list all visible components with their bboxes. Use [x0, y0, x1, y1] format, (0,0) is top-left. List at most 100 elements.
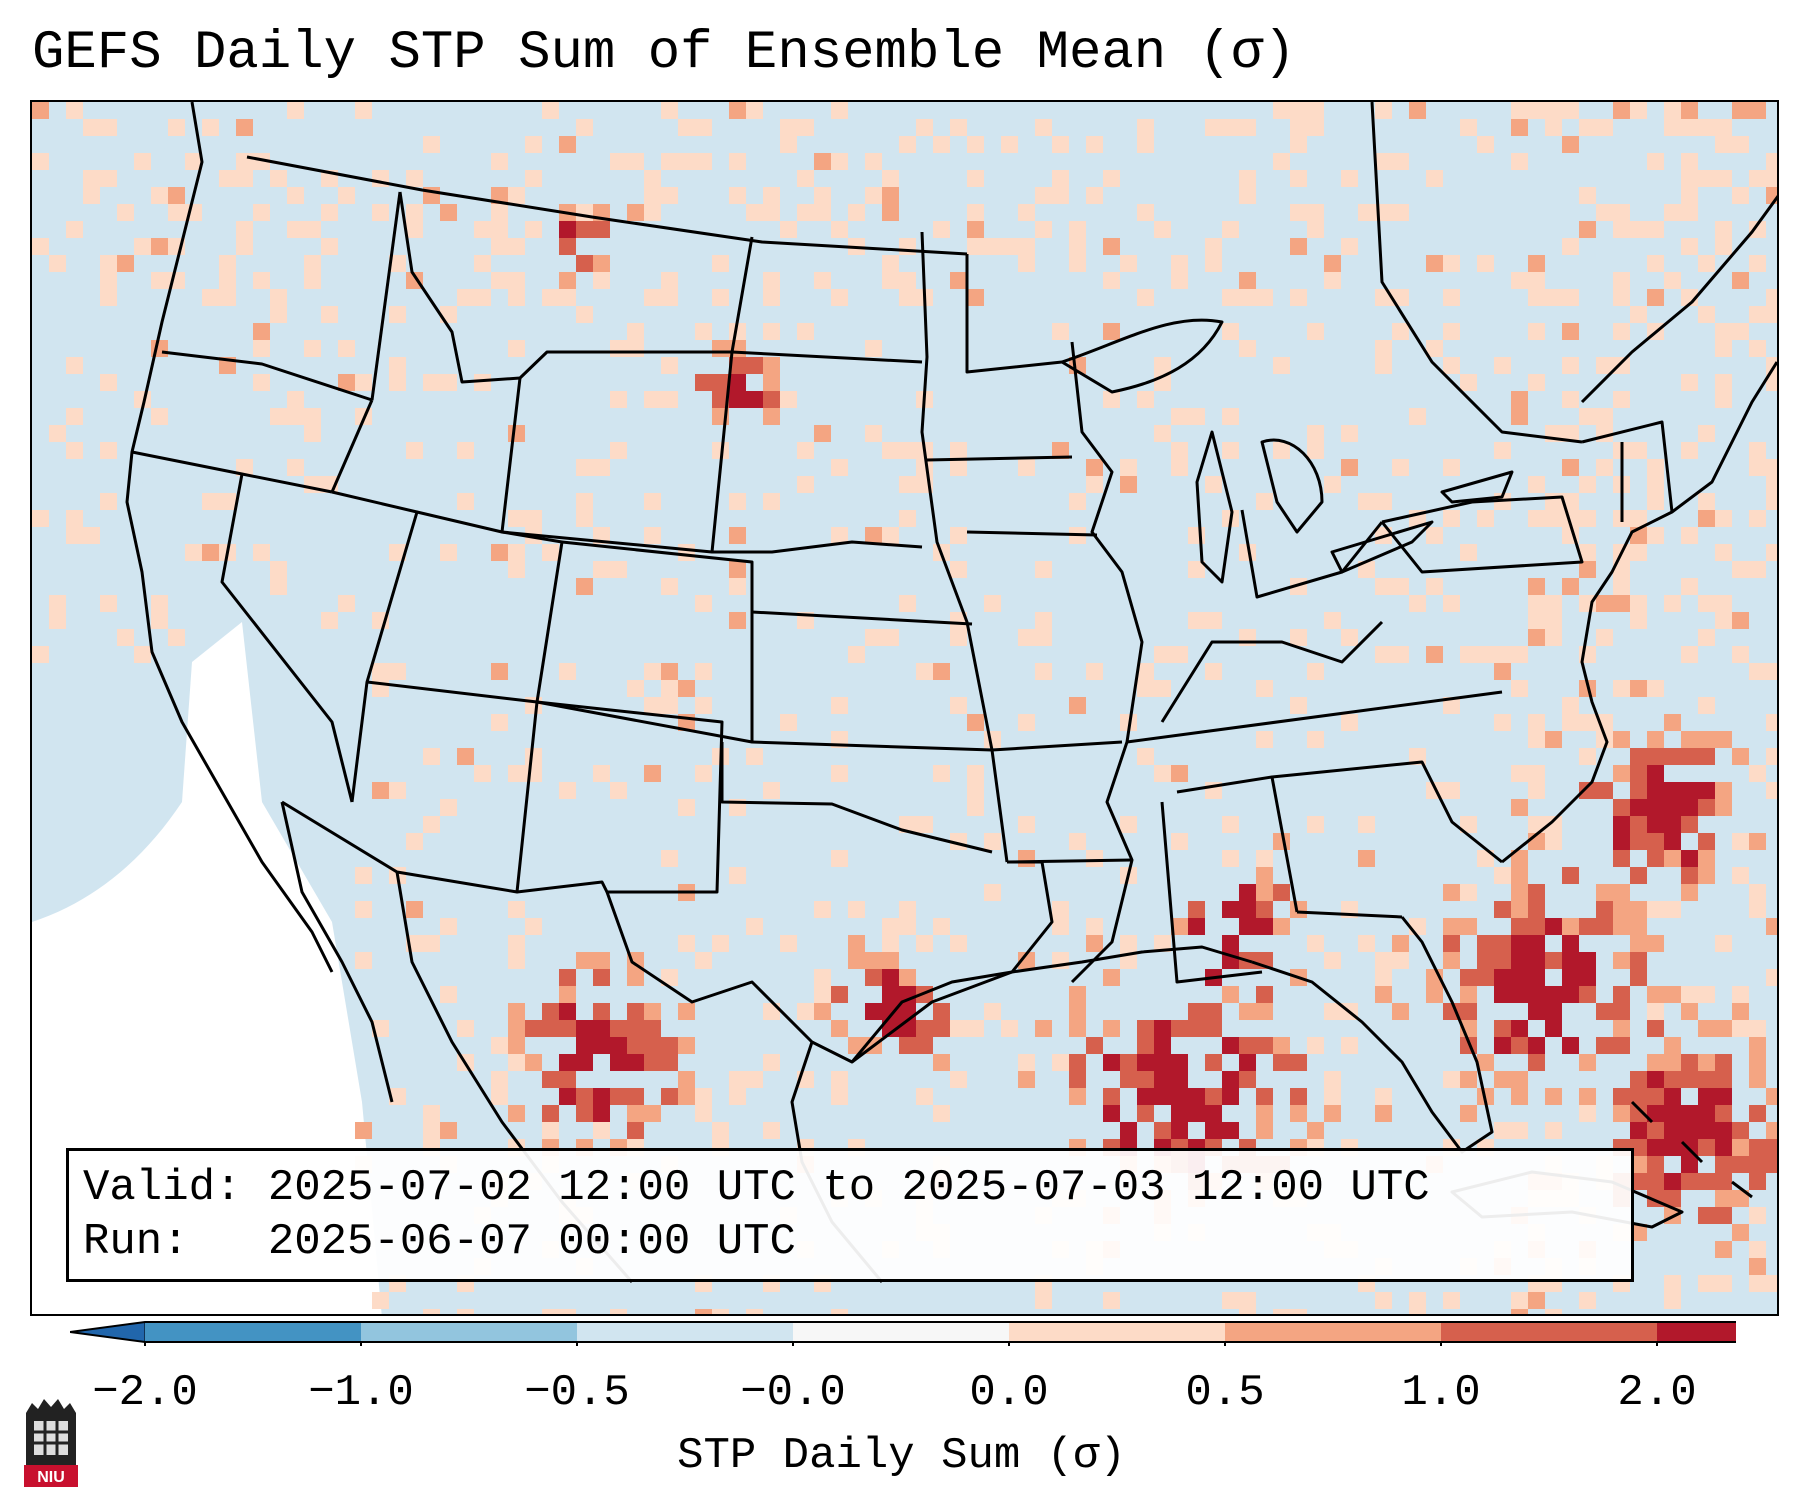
stp-cell: [899, 901, 916, 918]
stp-cell: [1494, 969, 1511, 986]
stp-cell: [1307, 221, 1324, 238]
stp-cell: [729, 493, 746, 510]
stp-cell: [66, 442, 83, 459]
stp-cell: [1715, 595, 1732, 612]
stp-cell: [525, 221, 542, 238]
lake-ontario: [1440, 470, 1514, 504]
stp-cell: [763, 374, 780, 391]
stp-cell: [304, 221, 321, 238]
stp-cell: [1698, 1207, 1715, 1224]
stp-cell: [474, 221, 491, 238]
stp-cell: [763, 1122, 780, 1139]
stp-cell: [1460, 1071, 1477, 1088]
stp-cell: [1426, 527, 1443, 544]
stp-cell: [1596, 357, 1613, 374]
stp-cell: [644, 1003, 661, 1020]
colorbar-label: STP Daily Sum (σ): [677, 1431, 1126, 1481]
stp-cell: [1545, 1122, 1562, 1139]
stp-cell: [1103, 272, 1120, 289]
stp-cell: [49, 612, 66, 629]
stp-cell: [1715, 1071, 1732, 1088]
stp-cell: [270, 170, 287, 187]
stp-cell: [1205, 476, 1222, 493]
stp-cell: [1698, 1275, 1715, 1292]
stp-cell: [1545, 289, 1562, 306]
stp-cell: [882, 187, 899, 204]
stp-cell: [1426, 255, 1443, 272]
stp-cell: [661, 663, 678, 680]
stp-cell: [1324, 1105, 1341, 1122]
stp-cell: [134, 646, 151, 663]
stp-cell: [1324, 255, 1341, 272]
stp-cell: [1171, 918, 1188, 935]
stp-cell: [1239, 918, 1256, 935]
stp-cell: [695, 1309, 712, 1314]
stp-cell: [1681, 1122, 1698, 1139]
stp-cell: [1545, 595, 1562, 612]
stp-cell: [1664, 986, 1681, 1003]
stp-cell: [1647, 1054, 1664, 1071]
stp-cell: [576, 1105, 593, 1122]
stp-cell: [508, 1054, 525, 1071]
stp-cell: [1562, 323, 1579, 340]
stp-cell: [321, 306, 338, 323]
stp-cell: [1766, 374, 1777, 391]
stp-cell: [1579, 969, 1596, 986]
stp-cell: [389, 306, 406, 323]
stp-cell: [423, 1309, 440, 1314]
stp-cell: [1647, 748, 1664, 765]
stp-cell: [1579, 476, 1596, 493]
stp-cell: [1477, 1054, 1494, 1071]
stp-cell: [1579, 1292, 1596, 1309]
stp-cell: [1630, 748, 1647, 765]
stp-cell: [1511, 935, 1528, 952]
stp-cell: [423, 374, 440, 391]
stp-cell: [831, 1309, 848, 1314]
stp-cell: [423, 935, 440, 952]
stp-cell: [559, 663, 576, 680]
stp-cell: [1188, 901, 1205, 918]
stp-cell: [729, 1071, 746, 1088]
stp-cell: [1613, 1020, 1630, 1037]
ms-al-ga: [1160, 760, 1503, 984]
stp-cell: [1545, 952, 1562, 969]
stp-cell: [1749, 221, 1766, 238]
stp-cell: [610, 561, 627, 578]
stp-cell: [1630, 799, 1647, 816]
stp-cell: [1392, 459, 1409, 476]
stp-cell: [814, 153, 831, 170]
stp-cell: [508, 425, 525, 442]
stp-cell: [1154, 1088, 1171, 1105]
stp-cell: [1698, 748, 1715, 765]
ar-la-border: [1006, 858, 1133, 864]
stp-cell: [899, 918, 916, 935]
stp-cell: [1647, 476, 1664, 493]
stp-cell: [1290, 119, 1307, 136]
stp-cell: [1477, 255, 1494, 272]
stp-cell: [151, 612, 168, 629]
stp-cell: [746, 1309, 763, 1314]
stp-cell: [1307, 442, 1324, 459]
stp-cell: [219, 170, 236, 187]
stp-cell: [1511, 1071, 1528, 1088]
stp-cell: [1188, 408, 1205, 425]
stp-cell: [1205, 255, 1222, 272]
stp-cell: [1239, 119, 1256, 136]
stp-cell: [610, 782, 627, 799]
stp-cell: [559, 969, 576, 986]
stp-cell: [338, 595, 355, 612]
stp-cell: [644, 187, 661, 204]
stp-cell: [1732, 646, 1749, 663]
id-border: [370, 191, 402, 401]
stp-cell: [1664, 595, 1681, 612]
stp-cell: [899, 816, 916, 833]
stp-cell: [1375, 969, 1392, 986]
stp-cell: [1749, 1054, 1766, 1071]
stp-cell: [559, 782, 576, 799]
stp-cell: [627, 969, 644, 986]
stp-cell: [1766, 748, 1777, 765]
stp-cell: [1732, 867, 1749, 884]
stp-cell: [933, 221, 950, 238]
stp-cell: [1460, 969, 1477, 986]
stp-cell: [100, 289, 117, 306]
